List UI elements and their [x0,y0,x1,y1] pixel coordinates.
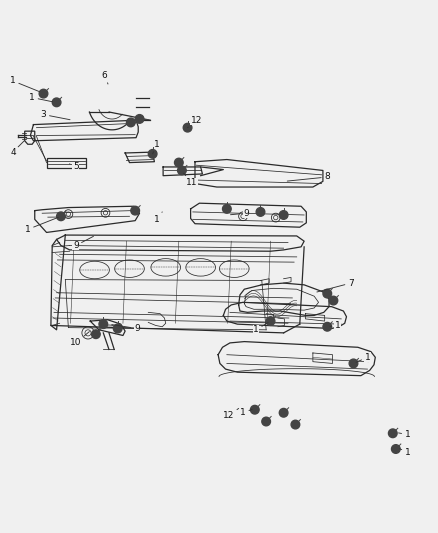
Text: 12: 12 [223,408,239,421]
Circle shape [127,118,135,127]
Circle shape [256,207,265,216]
Circle shape [329,296,338,305]
Text: 1: 1 [29,93,53,102]
Circle shape [52,98,61,107]
Text: 1: 1 [25,217,58,234]
Text: 8: 8 [287,173,330,182]
Circle shape [323,322,332,331]
Circle shape [148,150,157,158]
Text: 1: 1 [10,76,39,92]
Text: 6: 6 [102,71,108,84]
Text: 3: 3 [41,110,70,120]
Circle shape [291,420,300,429]
Text: 11: 11 [184,173,198,187]
Circle shape [266,317,275,326]
Circle shape [99,320,108,328]
Circle shape [177,166,186,175]
Circle shape [57,212,65,221]
Circle shape [349,359,358,368]
Circle shape [135,115,144,123]
Circle shape [174,158,183,167]
Text: 9: 9 [73,236,93,250]
Text: 9: 9 [112,324,140,333]
Circle shape [113,324,122,333]
Circle shape [279,408,288,417]
Text: 1: 1 [253,322,268,334]
Circle shape [279,211,288,219]
Circle shape [92,330,100,338]
Text: 9: 9 [230,209,249,218]
Text: 1: 1 [400,448,410,457]
Text: 4: 4 [10,141,24,157]
Text: 1: 1 [399,430,410,439]
Text: 10: 10 [70,332,89,348]
Circle shape [183,123,192,132]
Circle shape [131,206,139,215]
Circle shape [262,417,271,426]
Circle shape [39,90,48,98]
Text: 7: 7 [317,279,354,292]
Circle shape [223,205,231,213]
Text: 1: 1 [356,353,370,362]
Circle shape [251,406,259,414]
Text: 1: 1 [330,321,341,330]
Circle shape [389,429,397,438]
Circle shape [392,445,400,454]
Text: 12: 12 [187,116,202,128]
Text: 1: 1 [154,212,162,224]
Text: 1: 1 [152,140,160,154]
Text: 5: 5 [70,163,79,172]
Text: 1: 1 [240,408,252,417]
Circle shape [323,289,332,298]
